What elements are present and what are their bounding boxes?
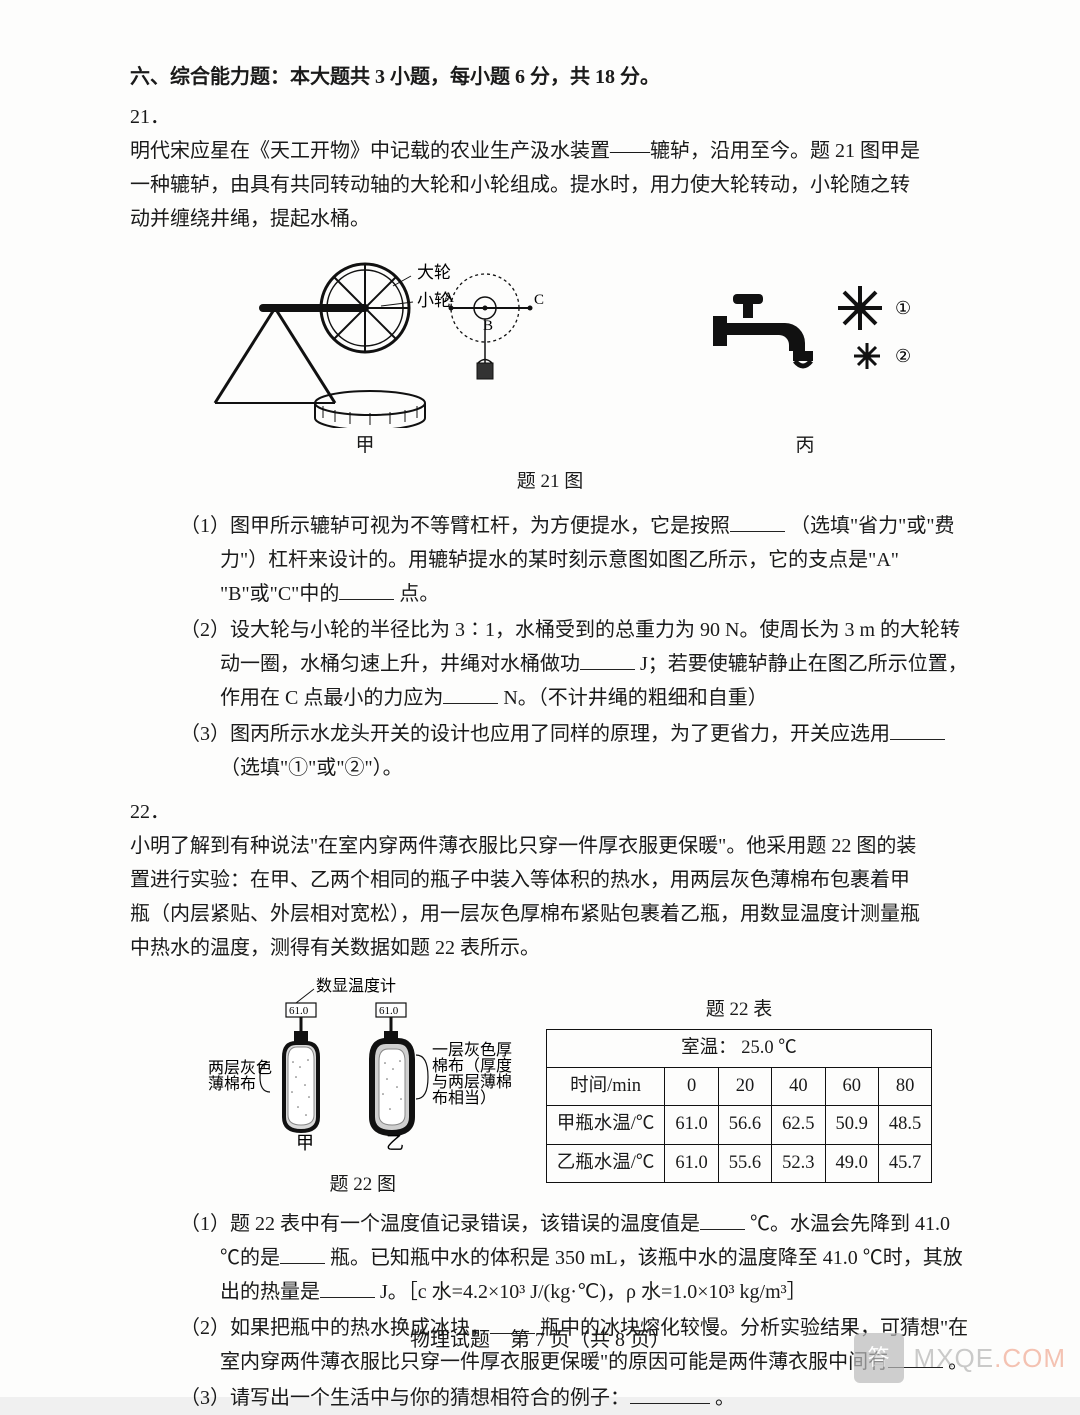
svg-text:甲: 甲 <box>296 1133 314 1153</box>
data-table: 室温： 25.0 ℃ 时间/min 0 20 40 60 80 甲瓶水温/℃ 6… <box>546 1029 933 1184</box>
q21-figures: 大轮 小轮 A B C 甲 <box>130 248 970 462</box>
svg-text:①: ① <box>895 298 911 318</box>
q22-stem: 小明了解到有种说法"在室内穿两件薄衣服比只穿一件厚衣服更保暖"。他采用题 22 … <box>130 835 920 959</box>
watermark-icon: 答 <box>854 1333 904 1383</box>
q22-fig-table: 数显温度计 61.0 61.0 <box>170 977 970 1201</box>
svg-text:乙: 乙 <box>386 1133 404 1153</box>
bottle-diagram: 数显温度计 61.0 61.0 <box>208 977 518 1167</box>
q22-p1: （1）题 22 表中有一个温度值记录错误，该错误的温度值是 ℃。水温会先降到 4… <box>180 1207 970 1309</box>
blank <box>730 512 785 532</box>
faucet-diagram: ① ② <box>695 268 915 428</box>
q21-stem: 明代宋应星在《天工开物》中记载的农业生产汲水装置——辘轳，沿用至今。题 21 图… <box>130 140 920 230</box>
q22-fig-caption: 题 22 图 <box>208 1169 518 1201</box>
q21-p2: （2）设大轮与小轮的半径比为 3∶1，水桶受到的总重力为 90 N。使周长为 3… <box>180 613 970 715</box>
section-heading: 六、综合能力题：本大题共 3 小题，每小题 6 分，共 18 分。 <box>130 60 970 94</box>
q22-figure: 数显温度计 61.0 61.0 <box>208 977 518 1201</box>
blank <box>443 684 498 704</box>
q21-fig-bing: ① ② 丙 <box>695 268 915 462</box>
q22-p3: （3）请写出一个生活中与你的猜想相符合的例子： 。 <box>180 1381 970 1415</box>
q22-num: 22． <box>130 795 170 829</box>
svg-text:②: ② <box>895 346 911 366</box>
watermark: 答 MXQE.COM <box>854 1333 1066 1383</box>
question-21: 21． 明代宋应星在《天工开物》中记载的农业生产汲水装置——辘轳，沿用至今。题 … <box>130 100 970 236</box>
room-temp: 室温： 25.0 ℃ <box>546 1029 932 1067</box>
svg-text:61.0: 61.0 <box>379 1005 399 1017</box>
question-22: 22． 小明了解到有种说法"在室内穿两件薄衣服比只穿一件厚衣服更保暖"。他采用题… <box>130 795 970 965</box>
windlass-diagram: 大轮 小轮 A B C <box>185 248 545 428</box>
blank <box>280 1244 325 1264</box>
row-jia: 甲瓶水温/℃ <box>546 1106 665 1144</box>
blank <box>339 580 394 600</box>
q22-table-block: 题 22 表 室温： 25.0 ℃ 时间/min 0 20 40 60 80 甲… <box>546 994 933 1183</box>
row-yi: 乙瓶水温/℃ <box>546 1144 665 1182</box>
svg-text:61.0: 61.0 <box>289 1005 309 1017</box>
label-big-wheel: 大轮 <box>417 263 451 282</box>
blank <box>580 650 635 670</box>
svg-text:数显温度计: 数显温度计 <box>316 977 396 995</box>
blank <box>630 1384 710 1404</box>
q21-caption: 题 21 图 <box>130 466 970 498</box>
q21-p3: （3）图丙所示水龙头开关的设计也应用了同样的原理，为了更省力，开关应选用 （选填… <box>180 717 970 785</box>
table-title: 题 22 表 <box>546 994 933 1026</box>
q21-fig-jia: 大轮 小轮 A B C 甲 <box>185 248 545 462</box>
col-time: 时间/min <box>546 1067 665 1105</box>
fig-jia-label: 甲 <box>185 430 545 462</box>
svg-text:A: A <box>443 290 454 306</box>
q21-num: 21． <box>130 100 170 134</box>
blank <box>890 720 945 740</box>
svg-text:一层灰色厚棉布（厚度与两层薄棉布相当）: 一层灰色厚棉布（厚度与两层薄棉布相当） <box>432 1041 512 1107</box>
svg-text:C: C <box>534 292 544 308</box>
fig-bing-label: 丙 <box>695 430 915 462</box>
q21-body: 明代宋应星在《天工开物》中记载的农业生产汲水装置——辘轳，沿用至今。题 21 图… <box>130 134 928 236</box>
blank <box>320 1278 375 1298</box>
blank <box>700 1210 745 1230</box>
q22-body: 小明了解到有种说法"在室内穿两件薄衣服比只穿一件厚衣服更保暖"。他采用题 22 … <box>130 829 928 965</box>
q21-p1: （1）图甲所示辘轳可视为不等臂杠杆，为方便提水，它是按照 （选填"省力"或"费力… <box>180 509 970 611</box>
watermark-text: MXQE.COM <box>914 1336 1066 1380</box>
exam-page: 六、综合能力题：本大题共 3 小题，每小题 6 分，共 18 分。 21． 明代… <box>0 0 1080 1397</box>
